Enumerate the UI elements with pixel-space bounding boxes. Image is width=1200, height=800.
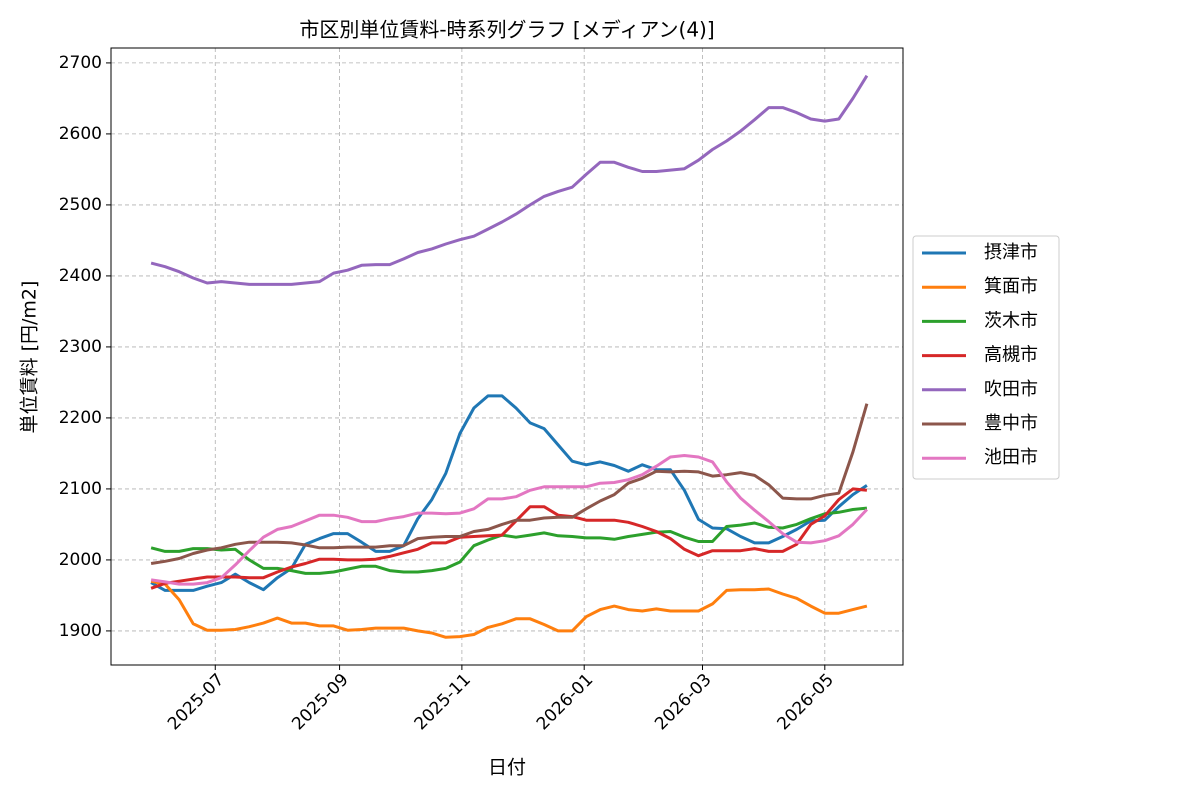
y-tick-label: 2200 bbox=[59, 408, 102, 428]
legend-box bbox=[912, 235, 1060, 480]
legend-label: 吹田市 bbox=[984, 379, 1038, 400]
y-tick-label: 2600 bbox=[59, 124, 102, 144]
y-tick-label: 1900 bbox=[59, 621, 102, 641]
y-tick-label: 2300 bbox=[59, 337, 102, 357]
grid bbox=[111, 48, 903, 665]
chart-title: 市区別単位賃料-時系列グラフ [メディアン(4)] bbox=[299, 18, 714, 42]
y-tick-label: 2500 bbox=[59, 195, 102, 215]
legend-label: 摂津市 bbox=[984, 242, 1038, 263]
plot-lines bbox=[150, 74, 869, 639]
y-tick-label: 2700 bbox=[59, 53, 102, 73]
series-line bbox=[150, 454, 868, 586]
legend-label: 池田市 bbox=[984, 447, 1038, 468]
legend-label: 高槻市 bbox=[984, 345, 1038, 366]
series-line bbox=[150, 394, 868, 592]
series-line bbox=[150, 506, 868, 575]
y-axis-label: 単位賃料 [円/m2] bbox=[19, 281, 41, 434]
y-tick-label: 2000 bbox=[59, 550, 102, 570]
series-line bbox=[150, 579, 868, 639]
legend-label: 豊中市 bbox=[984, 413, 1038, 434]
y-tick-label: 2400 bbox=[59, 266, 102, 286]
series-line bbox=[150, 74, 869, 286]
plot-frame bbox=[110, 47, 904, 666]
x-axis-label: 日付 bbox=[488, 757, 526, 779]
legend-label: 箕面市 bbox=[984, 276, 1038, 297]
series-line bbox=[150, 487, 868, 590]
series-line bbox=[150, 403, 869, 565]
y-tick-label: 2100 bbox=[59, 479, 102, 499]
legend-label: 茨木市 bbox=[984, 310, 1038, 331]
